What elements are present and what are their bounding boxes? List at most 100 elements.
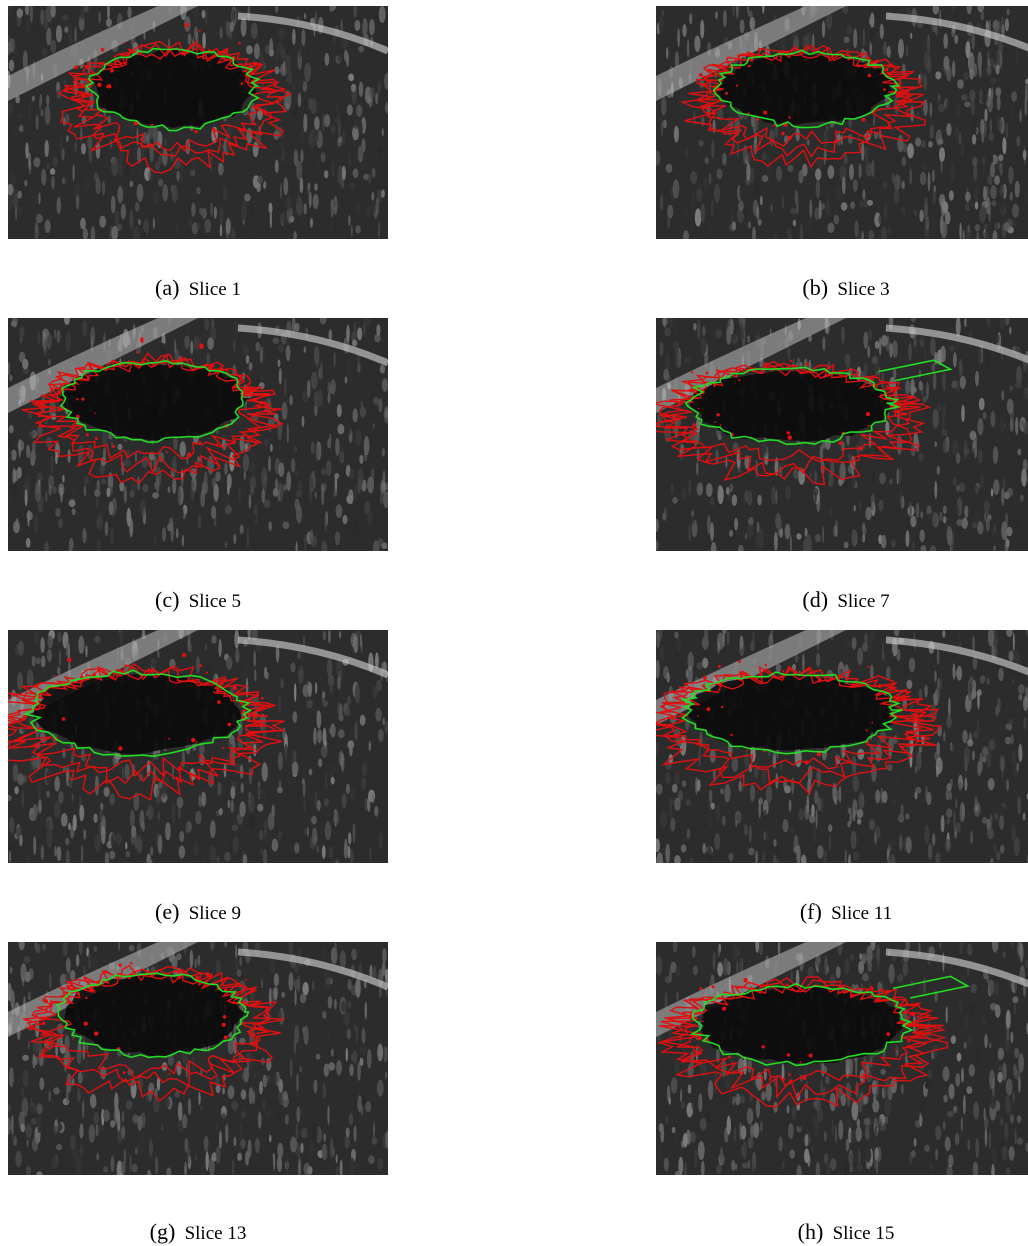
segmentation-speck [711,985,714,988]
segmentation-speck [223,1015,227,1019]
ultrasound-svg [8,318,388,551]
segmentation-speck [713,384,716,387]
segmentation-speck [748,65,751,68]
segmentation-speck [697,715,699,717]
caption-label: (b) [802,275,828,300]
segmentation-speck [74,65,78,69]
segmentation-speck [721,706,723,708]
segmentation-speck [177,976,181,980]
segmentation-speck [78,982,80,984]
segmentation-speck [64,88,68,92]
segmentation-speck [151,124,153,126]
segmentation-speck [805,760,809,764]
segmentation-speck [858,446,862,450]
caption-label: (f) [800,899,822,924]
segmentation-speck [691,371,693,373]
segmentation-speck [697,1036,702,1041]
segmentation-speck [206,672,208,674]
segmentation-speck [213,128,215,130]
segmentation-speck [788,435,793,440]
segmentation-speck [866,412,870,416]
segmentation-speck [870,986,873,989]
caption-b: (b) Slice 3 [656,276,1028,302]
segmentation-speck [679,1035,682,1038]
segmentation-speck [95,437,98,440]
segmentation-speck [211,364,214,367]
segmentation-speck [790,360,792,362]
segmentation-speck [695,1050,697,1052]
segmentation-speck [912,1013,916,1017]
segmentation-speck [214,131,216,133]
ultrasound-image-e [8,630,388,863]
segmentation-speck [738,379,740,381]
segmentation-speck [897,695,899,697]
segmentation-speck [878,684,882,688]
segmentation-speck [765,664,767,666]
segmentation-speck [698,689,700,691]
segmentation-speck [222,1023,226,1027]
segmentation-speck [195,130,198,133]
segmentation-speck [85,997,87,999]
ultrasound-image-b [656,6,1028,239]
segmentation-speck [199,344,204,349]
segmentation-speck [42,1021,46,1025]
segmentation-speck [245,979,247,981]
caption-text: Slice 3 [837,279,889,300]
segmentation-speck [839,441,843,445]
segmentation-speck [77,992,80,995]
caption-text: Slice 9 [189,903,241,924]
segmentation-speck [192,129,194,131]
segmentation-speck [881,988,883,990]
segmentation-speck [76,398,78,400]
ultrasound-svg [656,942,1028,1175]
segmentation-speck [136,351,138,353]
segmentation-speck [885,68,889,72]
segmentation-speck [206,972,210,976]
segmentation-speck [118,746,122,750]
segmentation-speck [868,74,871,77]
segmentation-speck [71,761,73,763]
segmentation-speck [763,134,765,136]
segmentation-speck [763,111,767,115]
ultrasound-svg [656,318,1028,551]
segmentation-speck [699,73,703,77]
segmentation-speck [782,670,784,672]
caption-label: (g) [150,1219,176,1244]
segmentation-speck [101,48,105,52]
segmentation-speck [89,989,93,993]
segmentation-speck [698,408,700,410]
segmentation-speck [761,1045,764,1048]
segmentation-speck [97,83,101,87]
segmentation-speck [140,339,143,342]
segmentation-speck [868,425,870,427]
ultrasound-image-c [8,318,388,551]
segmentation-speck [756,118,759,121]
segmentation-speck [720,424,722,426]
segmentation-speck [787,1053,790,1056]
caption-e: (e) Slice 9 [8,900,388,926]
segmentation-speck [809,1054,813,1058]
ultrasound-image-d [656,318,1028,551]
caption-label: (h) [798,1219,824,1244]
segmentation-speck [199,755,203,759]
ultrasound-image-a [8,6,388,239]
segmentation-speck [241,82,244,85]
segmentation-speck [216,443,219,446]
segmentation-speck [228,723,232,727]
caption-text: Slice 11 [831,903,892,924]
segmentation-speck [764,363,768,367]
ultrasound-image-g [8,942,388,1175]
segmentation-speck [725,92,728,95]
segmentation-speck [781,132,785,136]
ultrasound-svg [8,6,388,239]
caption-label: (e) [155,899,179,924]
segmentation-speck [185,23,189,27]
segmentation-speck [706,87,708,89]
caption-a: (a) Slice 1 [8,276,388,302]
segmentation-speck [262,109,267,114]
segmentation-speck [862,118,866,122]
segmentation-speck [67,658,71,662]
ultrasound-svg [656,6,1028,239]
segmentation-speck [862,52,864,54]
segmentation-speck [692,423,696,427]
